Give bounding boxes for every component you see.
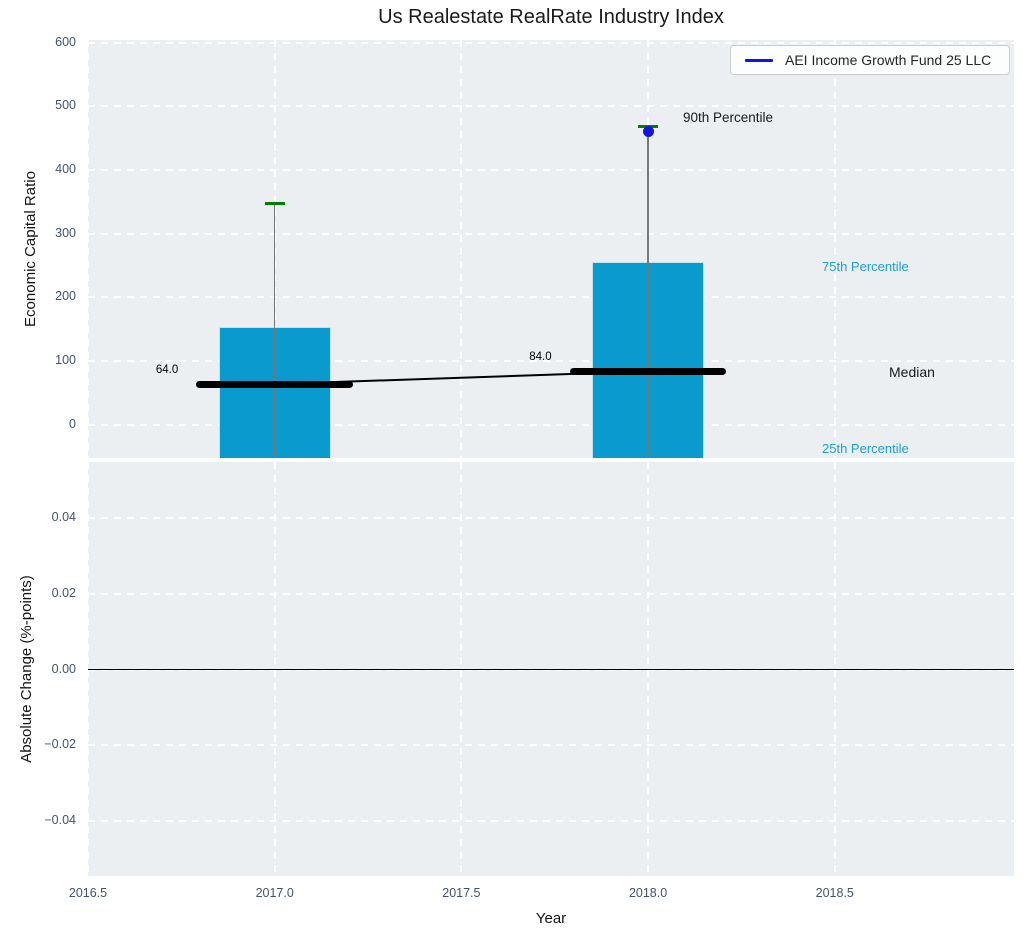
median-connector-line xyxy=(88,40,1014,458)
top-y-tick-label: 400 xyxy=(24,162,76,176)
annotation-median: Median xyxy=(889,364,935,380)
x-tick-label: 2017.0 xyxy=(240,886,310,900)
h-gridline xyxy=(88,744,1014,746)
h-gridline xyxy=(88,820,1014,822)
h-gridline xyxy=(88,517,1014,519)
median-value-label-2017: 64.0 xyxy=(118,364,178,376)
bottom-y-tick-label: 0.00 xyxy=(24,662,76,676)
company-data-point xyxy=(643,126,654,137)
bottom-axes xyxy=(88,462,1014,876)
top-y-tick-label: 500 xyxy=(24,98,76,112)
top-y-tick-label: 0 xyxy=(24,417,76,431)
median-value-label-2018: 84.0 xyxy=(492,351,552,363)
bottom-y-tick-label: 0.04 xyxy=(24,510,76,524)
x-tick-label: 2016.5 xyxy=(53,886,123,900)
h-gridline xyxy=(88,593,1014,595)
figure: Us Realestate RealRate Industry Index Ec… xyxy=(0,0,1025,940)
x-axis-label: Year xyxy=(88,910,1014,927)
annotation-75th-percentile: 75th Percentile xyxy=(822,259,909,274)
legend-label: AEI Income Growth Fund 25 LLC xyxy=(785,52,991,68)
top-axes xyxy=(88,40,1014,458)
bottom-y-tick-label: 0.02 xyxy=(24,586,76,600)
top-y-tick-label: 300 xyxy=(24,226,76,240)
bottom-y-tick-label: −0.04 xyxy=(24,813,76,827)
top-y-tick-label: 100 xyxy=(24,353,76,367)
x-tick-label: 2018.0 xyxy=(613,886,683,900)
top-y-tick-label: 600 xyxy=(24,35,76,49)
annotation-90th-percentile: 90th Percentile xyxy=(683,110,773,125)
zero-line xyxy=(88,669,1014,671)
legend-line-swatch xyxy=(745,59,773,62)
chart-title: Us Realestate RealRate Industry Index xyxy=(88,6,1014,29)
bottom-y-tick-label: −0.02 xyxy=(24,737,76,751)
median-line xyxy=(196,381,353,388)
x-tick-label: 2018.5 xyxy=(800,886,870,900)
median-line xyxy=(570,368,727,375)
x-tick-label: 2017.5 xyxy=(426,886,496,900)
top-y-tick-label: 200 xyxy=(24,289,76,303)
annotation-25th-percentile: 25th Percentile xyxy=(822,441,909,456)
legend: AEI Income Growth Fund 25 LLC xyxy=(730,45,1010,75)
